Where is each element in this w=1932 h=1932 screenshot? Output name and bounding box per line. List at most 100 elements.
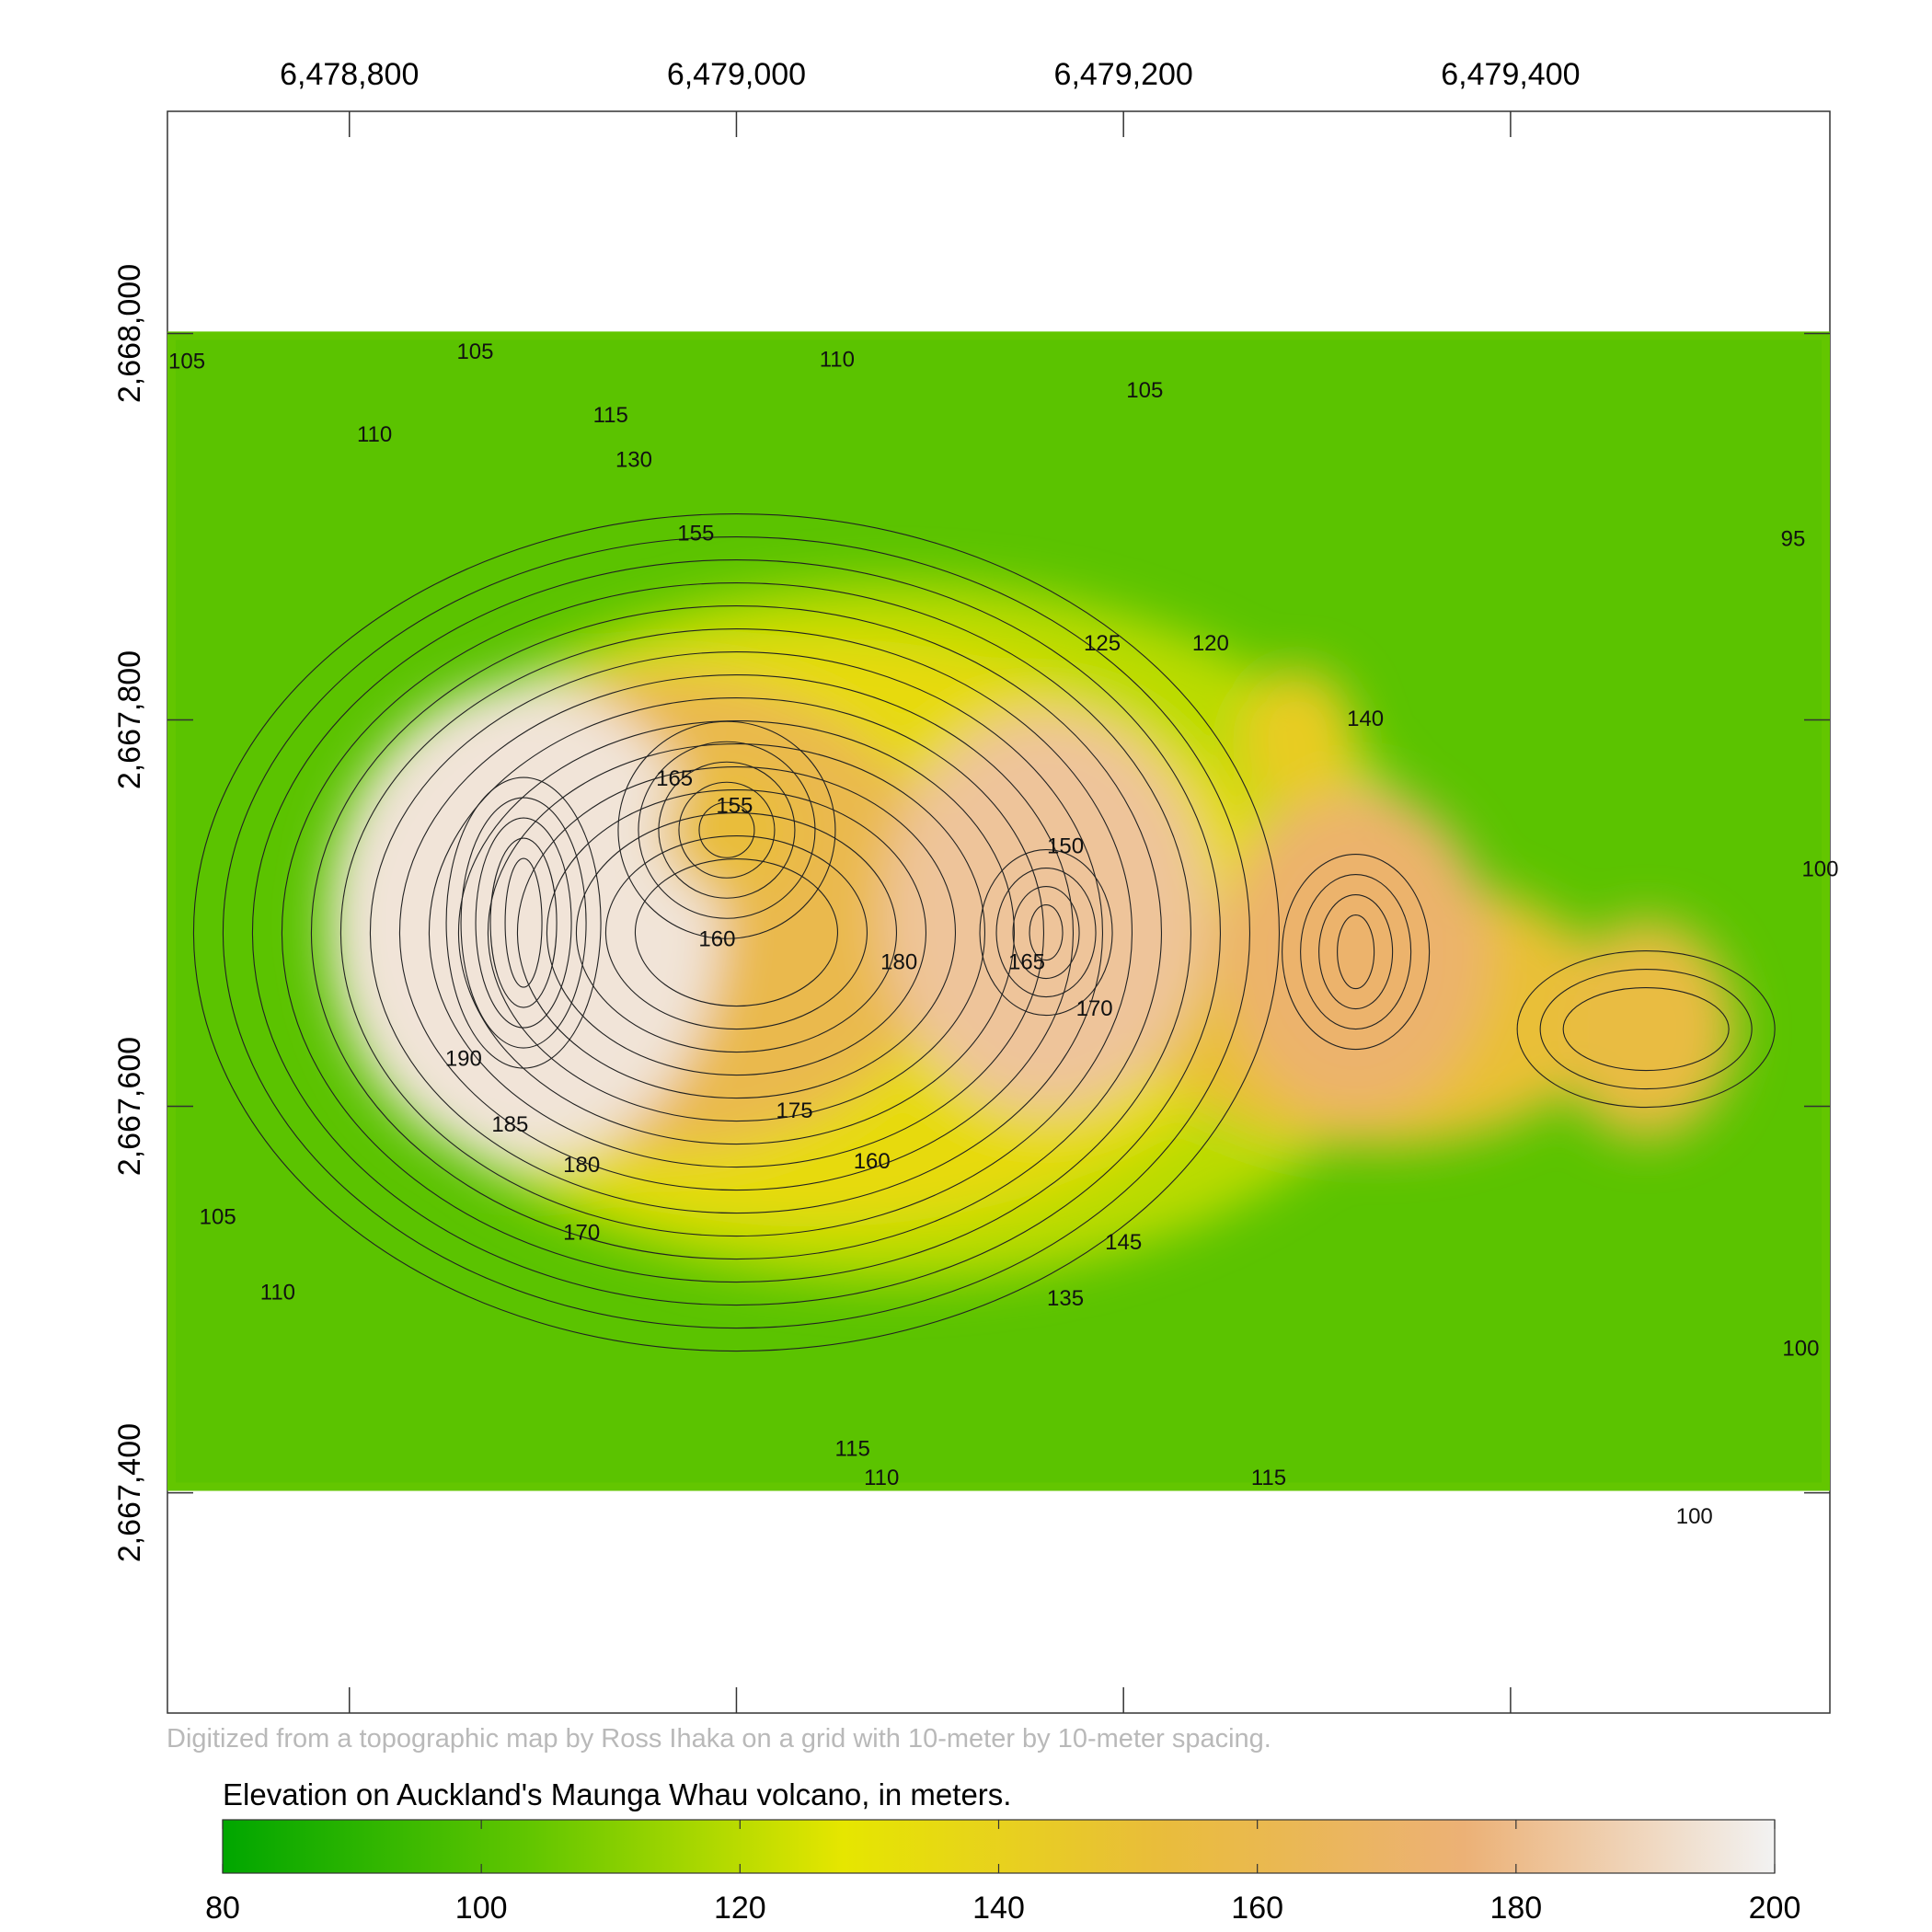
contour-line (192, 513, 1281, 1352)
contour-label: 100 (1782, 1337, 1819, 1362)
contour-label: 165 (656, 766, 693, 791)
contour-line (1562, 987, 1730, 1072)
x-tick-label: 6,479,400 (1441, 57, 1580, 92)
contour-label: 110 (864, 1466, 899, 1490)
contour-label: 140 (1347, 707, 1384, 731)
contour-line (995, 868, 1097, 998)
contour-label: 180 (563, 1153, 600, 1178)
contour-line (1300, 874, 1412, 1030)
surface-relief (328, 582, 1736, 1282)
chart-title: Elevation on Auckland's Maunga Whau volc… (223, 1777, 1012, 1811)
legend-tick-label: 180 (1489, 1891, 1542, 1926)
contour-label: 115 (1251, 1466, 1286, 1490)
contour-label: 105 (456, 339, 493, 364)
contour-label: 110 (357, 422, 392, 447)
contour-line (339, 628, 1133, 1237)
contour-label: 115 (835, 1437, 870, 1462)
contour-label: 130 (615, 447, 652, 472)
y-axis: 2,668,000 2,667,800 2,667,600 2,667,400 (112, 264, 1830, 1562)
contour-label: 95 (1781, 527, 1806, 552)
contour-line (516, 766, 957, 1099)
peak-5 (1239, 668, 1356, 811)
contour-label: 115 (593, 403, 628, 428)
legend-tick-label: 200 (1749, 1891, 1801, 1926)
contour-line (281, 582, 1192, 1283)
crater (661, 765, 791, 895)
contour-label: 175 (776, 1098, 813, 1123)
y-tick-label: 2,668,000 (112, 264, 147, 403)
x-axis: 6,478,800 6,479,000 6,479,200 6,479,400 (280, 57, 1581, 1713)
y-tick-label: 2,667,600 (112, 1037, 147, 1176)
contour-label: 180 (880, 949, 917, 974)
contour-lines (192, 513, 1776, 1352)
contour-line (251, 559, 1222, 1306)
x-tick-label: 6,478,800 (280, 57, 419, 92)
contour-line (698, 801, 755, 858)
x-tick-label: 6,479,200 (1054, 57, 1193, 92)
contour-label: 165 (1008, 949, 1045, 974)
legend-tick-label: 100 (455, 1891, 508, 1926)
contour-line (428, 697, 1045, 1168)
color-legend: 80 100 120 140 160 180 200 (205, 1819, 1801, 1926)
peak-2 (882, 713, 1210, 1113)
contour-label: 170 (1076, 996, 1113, 1021)
contour-line (460, 797, 587, 1049)
peak-3 (1221, 787, 1490, 1117)
contour-line (634, 858, 839, 1007)
contour-line (369, 651, 1104, 1214)
contour-line (1539, 969, 1753, 1090)
contour-label: 120 (1192, 631, 1229, 656)
legend-tick-label: 80 (205, 1891, 240, 1926)
contour-line (398, 674, 1075, 1191)
contour-label: 150 (1047, 834, 1084, 858)
contour-label: 125 (1084, 631, 1121, 656)
contour-label: 105 (1126, 378, 1163, 403)
contour-label: 100 (1676, 1504, 1713, 1529)
contour-line (489, 837, 558, 1008)
contour-line (678, 781, 776, 879)
contour-line (546, 789, 927, 1076)
peak-1 (328, 684, 719, 1162)
contour-label: 155 (716, 793, 753, 818)
contour-line (222, 536, 1251, 1329)
contour-label: 100 (1801, 857, 1838, 882)
contour-label: 145 (1105, 1230, 1142, 1255)
chart-caption: Digitized from a topographic map by Ross… (167, 1724, 1271, 1754)
contour-line (457, 720, 1016, 1145)
peak-4 (1556, 919, 1736, 1139)
contour-line (658, 761, 796, 899)
y-tick-label: 2,667,800 (112, 650, 147, 789)
contour-line (1012, 886, 1080, 980)
legend-tick-label: 120 (714, 1891, 766, 1926)
contour-label: 185 (491, 1112, 528, 1137)
contour-line (617, 720, 836, 939)
contour-line (475, 817, 572, 1029)
contour-label: 170 (563, 1221, 600, 1246)
contour-label: 160 (698, 926, 735, 951)
contour-label: 105 (168, 349, 205, 374)
contour-line (1282, 854, 1431, 1051)
elevation-surface (167, 331, 1830, 1491)
contour-line (445, 776, 602, 1069)
contour-line (1318, 894, 1394, 1010)
contour-line (487, 743, 986, 1122)
contour-labels: 105 105 110 115 130 110 105 155 95 125 120 140 165 15… (168, 339, 1838, 1529)
contour-line (504, 857, 543, 988)
contour-label: 135 (1047, 1286, 1084, 1311)
contour-line (1337, 914, 1375, 990)
legend-tick-label: 140 (972, 1891, 1025, 1926)
contour-label: 110 (820, 347, 855, 372)
legend-tick-label: 160 (1231, 1891, 1283, 1926)
contour-label: 160 (854, 1149, 891, 1174)
y-tick-label: 2,667,400 (112, 1423, 147, 1562)
contour-line (604, 835, 868, 1030)
contour-line (1516, 950, 1776, 1109)
contour-label: 110 (260, 1281, 295, 1305)
contour-label: 155 (677, 521, 714, 546)
contour-label: 190 (445, 1047, 482, 1072)
contour-line (310, 605, 1163, 1260)
contour-line (979, 849, 1113, 1017)
contour-line (575, 812, 898, 1053)
contour-line (1029, 904, 1064, 961)
